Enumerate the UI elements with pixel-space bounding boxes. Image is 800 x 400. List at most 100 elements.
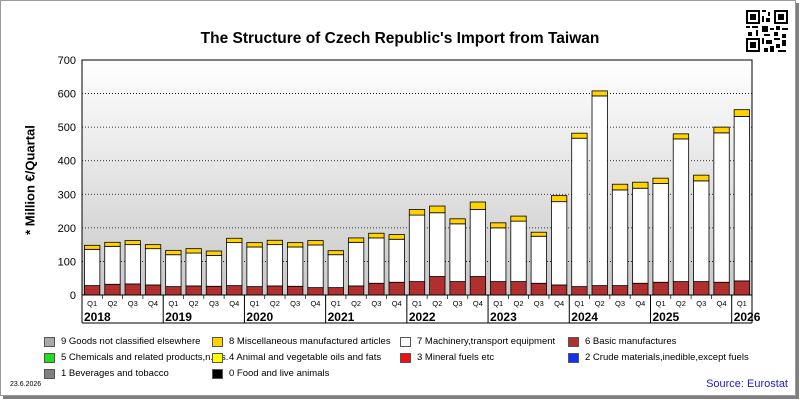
- bar-segment: [144, 244, 162, 250]
- bar-segment: [571, 137, 588, 288]
- bar-segment: [246, 242, 263, 248]
- legend-swatch: [212, 336, 223, 347]
- bar-segment: [226, 285, 243, 296]
- legend-item: 1 Beverages and tobacco: [44, 368, 169, 379]
- bar-segment: [246, 286, 263, 296]
- bar-segment: [307, 244, 324, 289]
- year-label: 2018: [84, 310, 111, 324]
- bar-segment: [551, 284, 568, 296]
- x-tick-label: Q1: [412, 299, 422, 308]
- chart-legend: 9 Goods not classified elsewhere 8 Miscel…: [44, 336, 749, 384]
- bar-segment: [287, 242, 304, 248]
- bar-segment: [632, 181, 649, 189]
- x-tick-label: Q4: [310, 299, 320, 308]
- bar-segment: [144, 284, 162, 296]
- bar-segment: [327, 250, 344, 256]
- x-tick-label: Q2: [514, 299, 524, 308]
- bar-segment: [713, 126, 730, 134]
- source-label: Source: Eurostat: [706, 378, 788, 390]
- bar-segment: [84, 248, 101, 286]
- y-tick-label: 700: [58, 55, 76, 67]
- legend-item: 6 Basic manufactures: [568, 336, 676, 347]
- x-tick-label: Q4: [392, 299, 402, 308]
- y-tick-label: 400: [58, 156, 76, 168]
- legend-label: 9 Goods not classified elsewhere: [61, 336, 201, 347]
- bar-segment: [449, 218, 466, 225]
- bar-segment: [165, 286, 182, 296]
- x-tick-label: Q1: [331, 299, 341, 308]
- year-label: 2026: [734, 310, 761, 324]
- bar-segment: [266, 244, 283, 287]
- x-tick-label: Q4: [717, 299, 727, 308]
- x-tick-label: Q3: [696, 299, 706, 308]
- x-tick-label: Q2: [351, 299, 361, 308]
- qr-code-icon: [746, 10, 788, 52]
- bar-segment: [144, 248, 162, 286]
- bar-segment: [347, 285, 365, 296]
- legend-swatch: [44, 352, 55, 363]
- chart-title: The Structure of Czech Republic's Import…: [200, 30, 600, 47]
- bar-segment: [124, 283, 141, 296]
- legend-swatch: [568, 352, 579, 363]
- bar-segment: [652, 183, 669, 283]
- bar-segment: [632, 187, 649, 284]
- bar-segment: [551, 201, 568, 286]
- bar-segment: [733, 116, 750, 282]
- year-label: 2022: [409, 310, 436, 324]
- bar-segment: [165, 249, 182, 256]
- bar-segment: [469, 208, 487, 277]
- legend-label: 8 Miscellaneous manufactured articles: [229, 336, 391, 347]
- y-tick-label: 500: [58, 122, 76, 134]
- legend-swatch: [212, 352, 223, 363]
- bar-segment: [429, 212, 446, 277]
- bar-segment: [693, 180, 710, 282]
- year-label: 2025: [652, 310, 679, 324]
- bar-segment: [530, 231, 547, 237]
- bar-segment: [510, 281, 527, 296]
- legend-item: 3 Mineral fuels etc: [400, 352, 494, 363]
- x-tick-label: Q3: [615, 299, 625, 308]
- bar-segment: [368, 237, 385, 284]
- x-tick-label: Q1: [250, 299, 260, 308]
- x-tick-label: Q3: [453, 299, 463, 308]
- bar-segment: [591, 285, 608, 296]
- bar-segment: [408, 281, 426, 296]
- bar-segment: [246, 246, 263, 288]
- x-tick-label: Q1: [737, 299, 747, 308]
- legend-label: 1 Beverages and tobacco: [61, 368, 169, 379]
- legend-item: 9 Goods not classified elsewhere: [44, 336, 200, 347]
- bar-segment: [490, 222, 507, 229]
- bar-segment: [408, 214, 426, 282]
- x-tick-label: Q3: [534, 299, 544, 308]
- y-tick-label: 600: [58, 89, 76, 101]
- bar-segment: [205, 285, 223, 296]
- bar-segment: [611, 189, 629, 287]
- x-tick-label: Q3: [128, 299, 138, 308]
- bar-segment: [185, 252, 202, 287]
- bar-segment: [591, 95, 608, 286]
- x-tick-label: Q2: [595, 299, 605, 308]
- year-label: 2020: [246, 310, 273, 324]
- bar-segment: [368, 282, 385, 296]
- bar-segment: [347, 237, 365, 243]
- bar-segment: [307, 287, 324, 296]
- legend-item: 4 Animal and vegetable oils and fats: [212, 352, 381, 363]
- x-tick-label: Q3: [371, 299, 381, 308]
- bar-segment: [571, 286, 588, 296]
- bar-segment: [490, 281, 507, 296]
- bar-segment: [347, 241, 365, 287]
- bar-segment: [124, 244, 141, 285]
- bar-segment: [733, 109, 750, 117]
- bar-segment: [429, 205, 446, 214]
- legend-item: 8 Miscellaneous manufactured articles: [212, 336, 391, 347]
- bar-segment: [449, 223, 466, 282]
- x-tick-label: Q1: [574, 299, 584, 308]
- y-tick-label: 300: [58, 189, 76, 201]
- legend-item: 7 Machinery,transport equipment: [400, 336, 555, 347]
- year-label: 2023: [490, 310, 517, 324]
- date-stamp: 23.6.2026: [10, 381, 42, 388]
- y-tick-label: 0: [70, 290, 76, 302]
- x-tick-label: Q1: [493, 299, 503, 308]
- bar-segment: [104, 245, 121, 285]
- bar-segment: [388, 281, 405, 296]
